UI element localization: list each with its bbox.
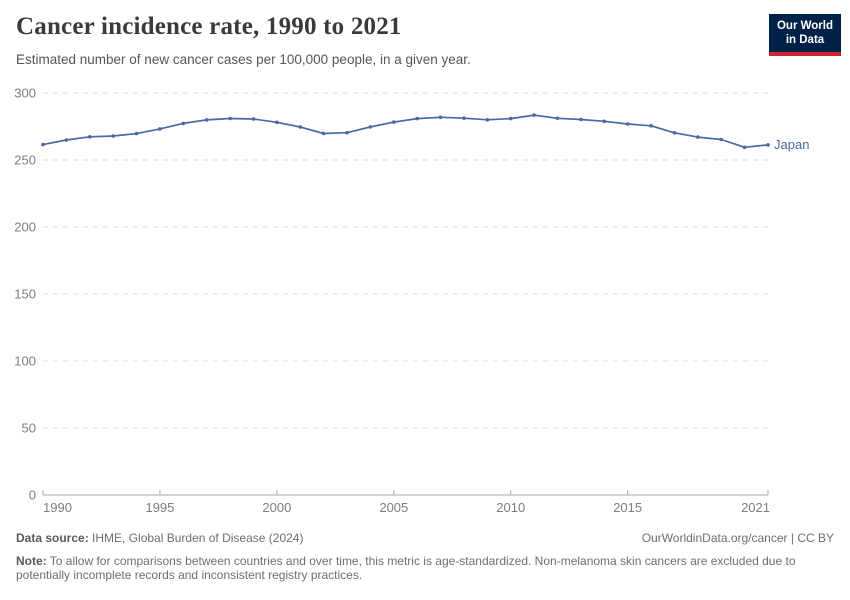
owid-logo-text: Our World in Data [769,14,841,52]
data-point[interactable] [321,131,326,136]
line-chart[interactable]: 0 50 100 150 200 250 300 1990 1995 2000 2005 2010 20… [0,0,850,530]
data-point[interactable] [672,131,677,135]
chart-footer: Data source: IHME, Global Burden of Dise… [16,531,834,582]
data-source-label: Data source: [16,531,89,545]
x-tick-label: 2010 [496,500,525,515]
y-tick-label: 250 [14,153,36,168]
owid-logo[interactable]: Our World in Data [769,14,841,56]
data-point[interactable] [181,121,186,126]
data-point[interactable] [392,120,396,124]
data-point[interactable] [532,113,536,117]
data-point[interactable] [696,135,700,139]
data-point[interactable] [508,116,513,121]
series-label[interactable]: Japan [774,137,809,152]
data-point[interactable] [555,116,560,121]
data-point[interactable] [41,142,45,147]
license-link[interactable]: OurWorldinData.org/cancer | CC BY [641,531,834,545]
y-tick-label: 50 [22,421,36,436]
data-point[interactable] [134,131,139,136]
x-tick-label: 1990 [43,500,72,515]
x-tick-label: 2005 [379,500,408,515]
x-tick-label: 1995 [145,500,174,515]
x-tick-label: 2000 [262,500,291,515]
x-tick-label: 2021 [741,500,770,515]
y-tick-label: 200 [14,220,36,235]
data-point[interactable] [228,116,232,121]
y-tick-label: 100 [14,354,36,369]
data-point[interactable] [579,117,583,122]
data-point[interactable] [298,125,303,129]
data-source-value: IHME, Global Burden of Disease (2024) [88,531,304,545]
data-point[interactable] [462,116,466,120]
chart-note: Note: To allow for comparisons between c… [16,554,816,582]
data-line[interactable] [42,114,769,149]
data-point[interactable] [766,143,770,147]
y-tick-label: 300 [14,86,36,101]
data-point[interactable] [158,127,162,131]
data-point[interactable] [88,135,92,139]
data-point[interactable] [485,118,490,122]
data-point[interactable] [742,145,747,150]
data-point[interactable] [64,138,69,142]
chart-subtitle: Estimated number of new cancer cases per… [16,52,471,67]
data-point[interactable] [719,137,723,142]
data-point[interactable] [415,116,420,121]
note-value: To allow for comparisons between countri… [16,554,796,582]
data-point[interactable] [368,125,373,129]
data-point[interactable] [251,117,256,121]
page-title: Cancer incidence rate, 1990 to 2021 [16,13,402,40]
note-label: Note: [16,554,47,568]
owid-logo-accent-bar [769,51,841,56]
y-tick-label: 0 [29,488,36,503]
data-point[interactable] [649,124,653,128]
data-point[interactable] [438,115,443,120]
data-point[interactable] [625,122,630,126]
data-source-text: Data source: IHME, Global Burden of Dise… [16,531,303,545]
data-point[interactable] [111,134,115,138]
data-point[interactable] [275,120,279,125]
data-point[interactable] [204,118,209,122]
data-point[interactable] [602,119,607,124]
data-point[interactable] [345,130,349,135]
y-tick-label: 150 [14,287,36,302]
x-tick-label: 2015 [613,500,642,515]
